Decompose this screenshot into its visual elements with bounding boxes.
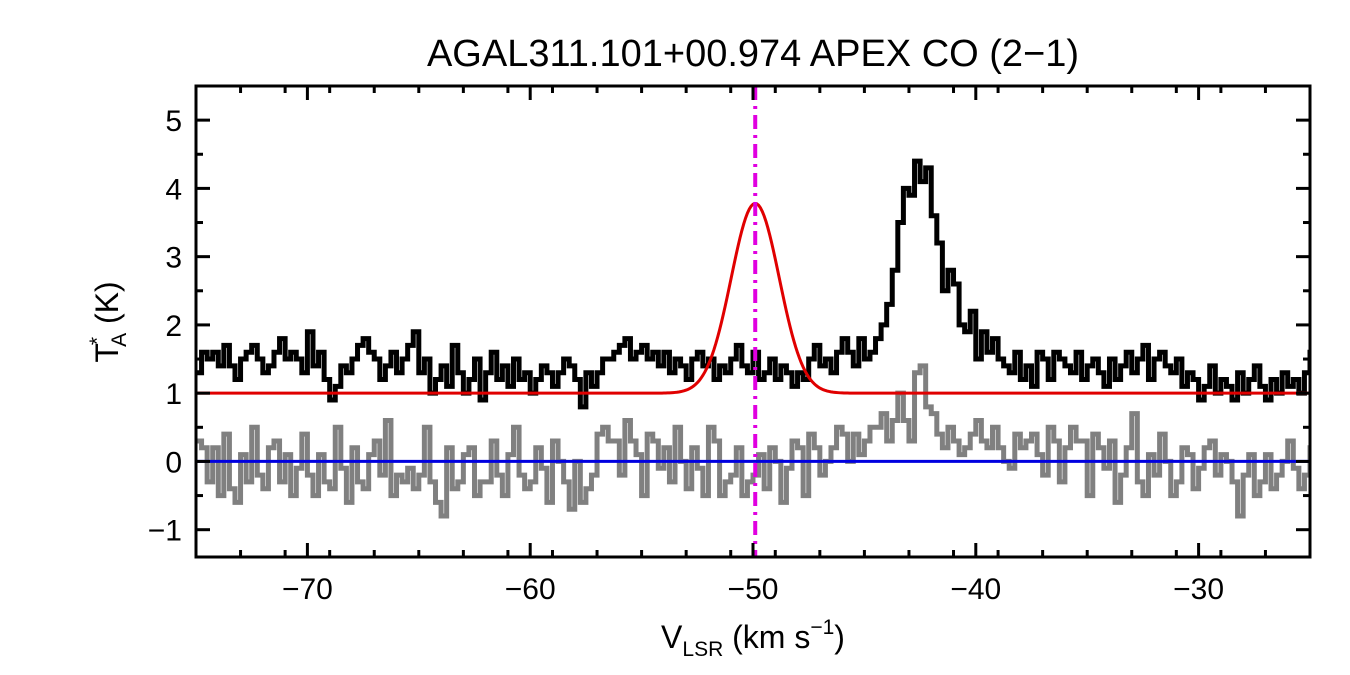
x-tick-label: −30 <box>1173 573 1224 606</box>
y-tick-label: 3 <box>165 242 182 275</box>
y-axis-label-main: T <box>89 343 125 363</box>
y-axis-label-units: (K) <box>89 281 125 333</box>
x-tick-label: −50 <box>728 573 779 606</box>
y-tick-label: 4 <box>165 173 182 206</box>
x-axis-label-subscript: LSR <box>682 638 723 661</box>
x-axis-label-end: ) <box>834 619 845 655</box>
y-tick-label: −1 <box>148 515 182 548</box>
y-axis-label-subscript: A <box>108 333 131 347</box>
x-tick-label: −40 <box>950 573 1001 606</box>
y-tick-label: 1 <box>165 378 182 411</box>
x-tick-label: −70 <box>282 573 333 606</box>
y-axis: −1 0 1 2 3 4 5 <box>148 84 1310 548</box>
residual-spectrum-line <box>196 363 1310 519</box>
y-axis-label-superscript: * <box>86 337 109 345</box>
y-tick-label: 2 <box>165 310 182 343</box>
plot-area <box>196 86 1310 557</box>
y-tick-label: 5 <box>165 105 182 138</box>
x-tick-label: −60 <box>505 573 556 606</box>
chart-title: AGAL311.101+00.974 APEX CO (2−1) <box>427 33 1079 75</box>
x-axis-label-superscript: −1 <box>810 616 834 639</box>
x-axis-label-main: V <box>661 619 683 655</box>
co-spectrum-line <box>196 158 1310 410</box>
y-tick-label: 0 <box>165 446 182 479</box>
x-axis: −70 −60 −50 −40 −30 <box>194 86 1312 606</box>
gaussian-fit-line <box>196 201 1310 395</box>
y-axis-label: T*A (K) <box>86 281 131 362</box>
x-axis-label: VLSR (km s−1) <box>661 616 845 661</box>
x-axis-label-units: (km s <box>723 619 810 655</box>
